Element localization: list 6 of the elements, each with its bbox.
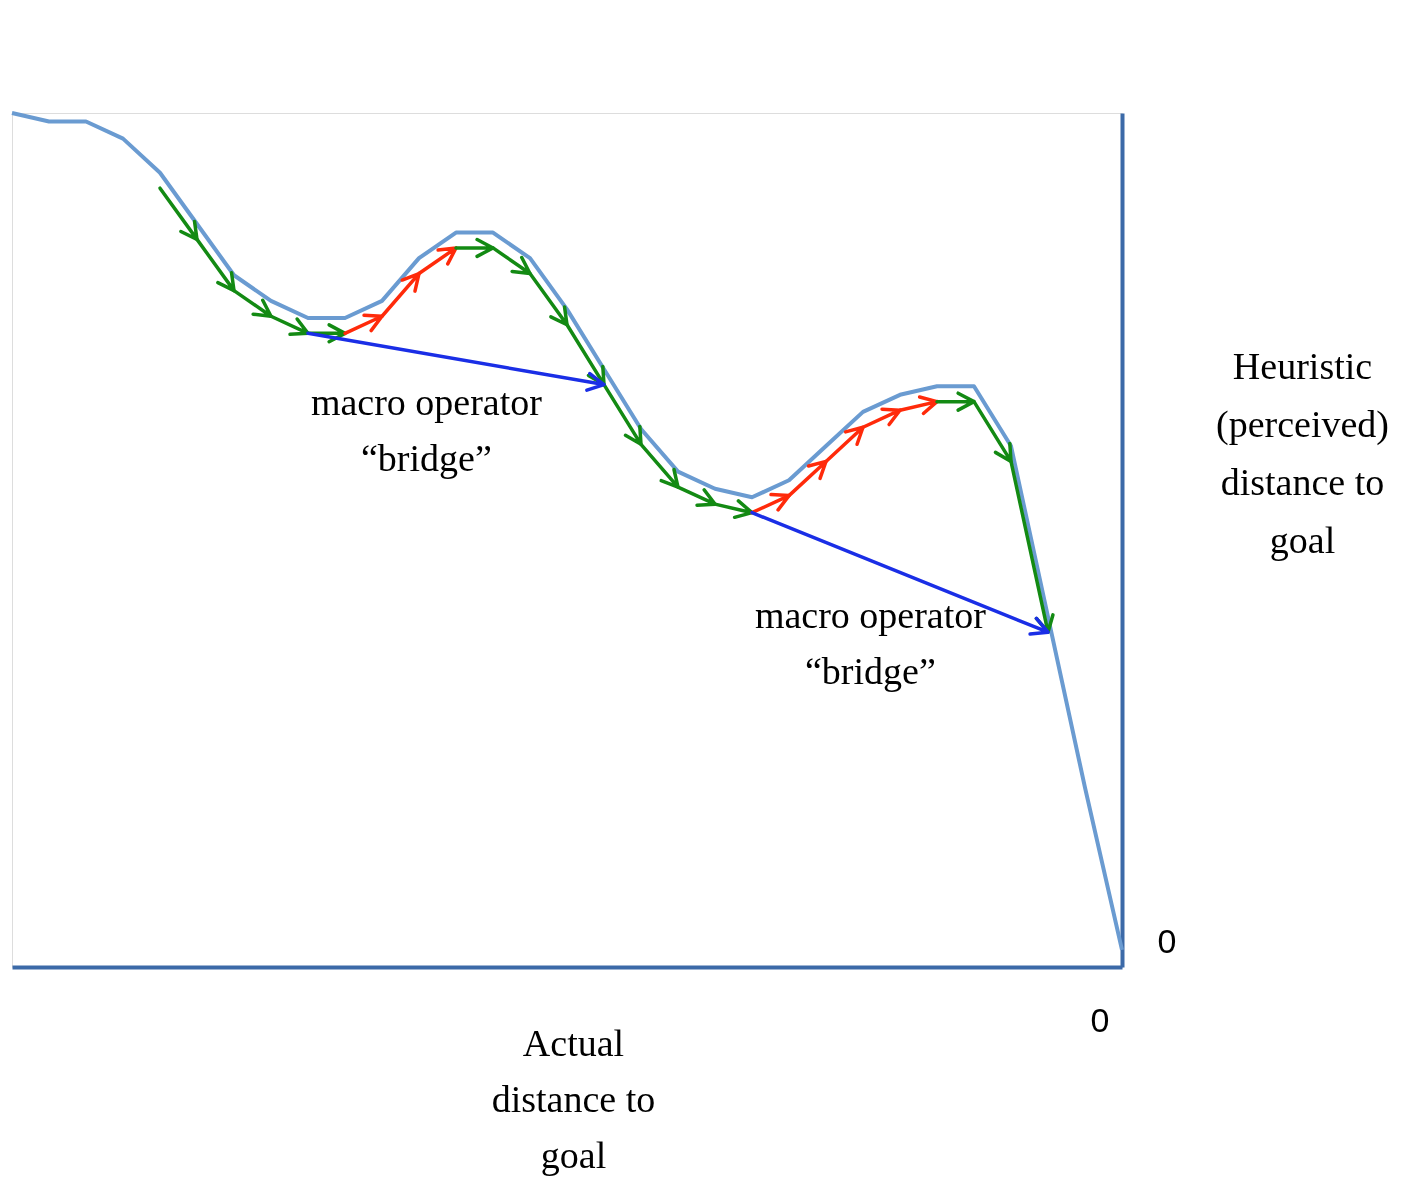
text: 0 bbox=[1157, 922, 1177, 960]
y-axis-title: Heuristic (perceived) distance to goal bbox=[1216, 344, 1389, 561]
text: 0 bbox=[1090, 1001, 1110, 1039]
annotation: macro operator “bridge” bbox=[754, 594, 987, 693]
x-axis-title: Actual distance to goal bbox=[491, 1021, 656, 1176]
annotation: macro operator “bridge” bbox=[310, 380, 543, 479]
